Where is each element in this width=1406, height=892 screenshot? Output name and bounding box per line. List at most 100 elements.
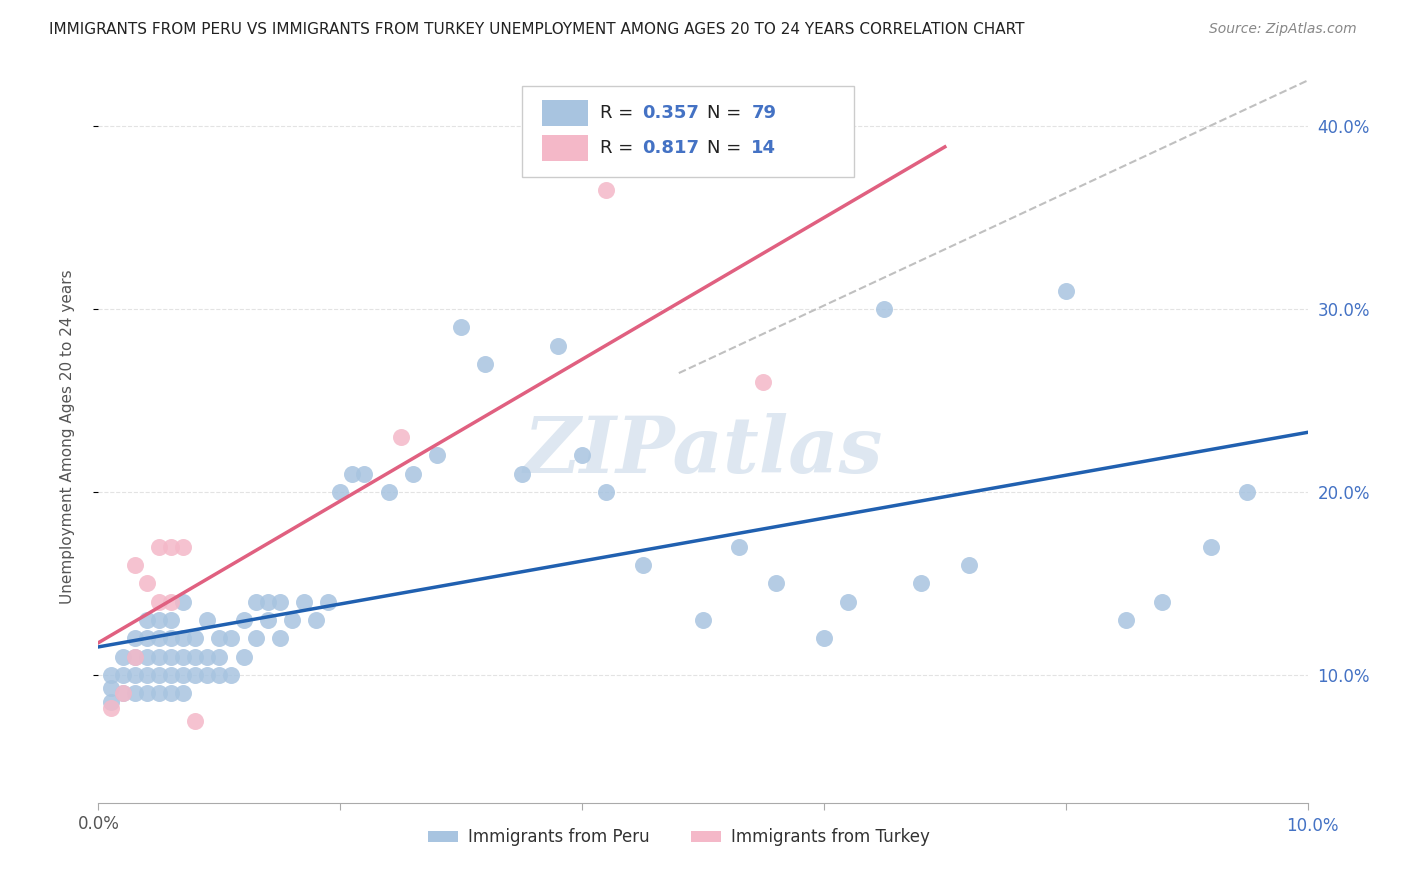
Point	[232, 649, 254, 664]
Point	[631, 558, 654, 573]
Point	[135, 686, 157, 700]
Point	[160, 613, 183, 627]
Point	[208, 632, 231, 646]
Point	[813, 632, 835, 646]
Point	[184, 714, 207, 728]
Point	[221, 632, 243, 646]
Text: 10.0%: 10.0%	[1286, 817, 1339, 835]
Point	[124, 632, 146, 646]
Point	[547, 338, 569, 352]
Point	[269, 594, 291, 608]
Point	[957, 558, 980, 573]
Point	[426, 448, 449, 462]
Text: IMMIGRANTS FROM PERU VS IMMIGRANTS FROM TURKEY UNEMPLOYMENT AMONG AGES 20 TO 24 : IMMIGRANTS FROM PERU VS IMMIGRANTS FROM …	[49, 22, 1025, 37]
Point	[148, 632, 170, 646]
Point	[389, 430, 412, 444]
Point	[329, 485, 352, 500]
Point	[100, 667, 122, 681]
Legend: Immigrants from Peru, Immigrants from Turkey: Immigrants from Peru, Immigrants from Tu…	[420, 822, 936, 853]
Text: N =: N =	[707, 104, 747, 122]
Text: 14: 14	[751, 139, 776, 157]
Point	[692, 613, 714, 627]
Point	[256, 613, 278, 627]
Point	[873, 301, 896, 317]
Point	[1115, 613, 1137, 627]
Point	[595, 183, 617, 197]
FancyBboxPatch shape	[543, 100, 588, 127]
Text: 0.817: 0.817	[643, 139, 700, 157]
Point	[571, 448, 593, 462]
Point	[1152, 594, 1174, 608]
Point	[837, 594, 859, 608]
Point	[135, 613, 157, 627]
Text: 79: 79	[751, 104, 776, 122]
Point	[402, 467, 425, 481]
Point	[100, 700, 122, 714]
Point	[765, 576, 787, 591]
Point	[160, 632, 183, 646]
Text: R =: R =	[600, 139, 640, 157]
Point	[208, 649, 231, 664]
Point	[135, 632, 157, 646]
Point	[135, 667, 157, 681]
Point	[172, 686, 194, 700]
Point	[292, 594, 315, 608]
Point	[256, 594, 278, 608]
Point	[148, 594, 170, 608]
Point	[208, 667, 231, 681]
Point	[184, 649, 207, 664]
Point	[450, 320, 472, 334]
FancyBboxPatch shape	[522, 86, 855, 178]
FancyBboxPatch shape	[543, 135, 588, 161]
Point	[195, 667, 218, 681]
Point	[111, 649, 134, 664]
Y-axis label: Unemployment Among Ages 20 to 24 years: Unemployment Among Ages 20 to 24 years	[60, 269, 75, 605]
Point	[342, 467, 364, 481]
Point	[124, 649, 146, 664]
Point	[1236, 485, 1258, 500]
Text: R =: R =	[600, 104, 640, 122]
Point	[195, 649, 218, 664]
Point	[195, 613, 218, 627]
Point	[305, 613, 328, 627]
Point	[160, 686, 183, 700]
Point	[269, 632, 291, 646]
Point	[752, 375, 775, 389]
Point	[160, 540, 183, 554]
Point	[1054, 284, 1077, 298]
Point	[148, 667, 170, 681]
Point	[148, 613, 170, 627]
Point	[1199, 540, 1222, 554]
Point	[910, 576, 932, 591]
Text: Source: ZipAtlas.com: Source: ZipAtlas.com	[1209, 22, 1357, 37]
Point	[184, 632, 207, 646]
Point	[595, 485, 617, 500]
Text: 0.357: 0.357	[643, 104, 699, 122]
Point	[100, 695, 122, 709]
Point	[172, 540, 194, 554]
Point	[135, 649, 157, 664]
Point	[100, 681, 122, 695]
Point	[124, 686, 146, 700]
Point	[160, 649, 183, 664]
Point	[316, 594, 339, 608]
Point	[148, 649, 170, 664]
Point	[124, 558, 146, 573]
Point	[148, 540, 170, 554]
Point	[728, 540, 751, 554]
Point	[172, 632, 194, 646]
Point	[124, 649, 146, 664]
Point	[281, 613, 304, 627]
Point	[245, 632, 267, 646]
Point	[148, 686, 170, 700]
Point	[111, 667, 134, 681]
Text: N =: N =	[707, 139, 747, 157]
Point	[135, 576, 157, 591]
Point	[111, 686, 134, 700]
Point	[160, 594, 183, 608]
Point	[245, 594, 267, 608]
Text: ZIPatlas: ZIPatlas	[523, 414, 883, 490]
Point	[172, 667, 194, 681]
Point	[510, 467, 533, 481]
Point	[160, 667, 183, 681]
